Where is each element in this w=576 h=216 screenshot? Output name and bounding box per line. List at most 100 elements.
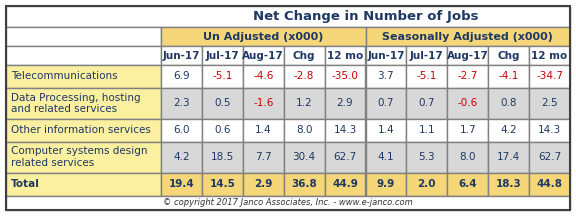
Text: 18.5: 18.5 — [211, 152, 234, 162]
Bar — [6, 6, 570, 27]
Bar — [366, 119, 407, 142]
Bar — [243, 173, 284, 195]
Bar — [284, 88, 325, 119]
Bar — [366, 142, 407, 173]
Bar — [243, 142, 284, 173]
Text: Jul-17: Jul-17 — [206, 51, 239, 61]
Text: -5.1: -5.1 — [212, 71, 233, 81]
Bar — [202, 65, 243, 88]
Text: 17.4: 17.4 — [497, 152, 520, 162]
Text: Jul-17: Jul-17 — [410, 51, 444, 61]
Text: Jun-17: Jun-17 — [162, 51, 200, 61]
Bar — [161, 27, 366, 46]
Bar — [243, 88, 284, 119]
Text: 4.2: 4.2 — [501, 125, 517, 135]
Text: Computer systems design
related services: Computer systems design related services — [10, 146, 147, 168]
Text: -1.6: -1.6 — [253, 98, 274, 108]
Bar — [161, 173, 202, 195]
Text: 44.8: 44.8 — [537, 179, 563, 189]
Text: 0.7: 0.7 — [419, 98, 435, 108]
Text: Other information services: Other information services — [10, 125, 150, 135]
Text: 44.9: 44.9 — [332, 179, 358, 189]
Text: 6.0: 6.0 — [173, 125, 190, 135]
Text: 18.3: 18.3 — [496, 179, 521, 189]
Text: Chg: Chg — [498, 51, 520, 61]
Bar — [366, 27, 570, 46]
Bar — [6, 27, 161, 46]
Bar — [448, 142, 488, 173]
Text: -4.6: -4.6 — [253, 71, 274, 81]
Text: 3.7: 3.7 — [378, 71, 394, 81]
Text: Total: Total — [10, 179, 40, 189]
Bar — [284, 173, 325, 195]
Bar — [529, 142, 570, 173]
Text: 1.4: 1.4 — [255, 125, 271, 135]
Bar — [6, 88, 161, 119]
Text: 2.3: 2.3 — [173, 98, 190, 108]
Text: 14.3: 14.3 — [538, 125, 561, 135]
Bar — [284, 142, 325, 173]
Text: -4.1: -4.1 — [498, 71, 519, 81]
Bar — [6, 65, 161, 88]
Text: 2.0: 2.0 — [418, 179, 436, 189]
Bar — [407, 173, 448, 195]
Bar — [202, 142, 243, 173]
Bar — [488, 173, 529, 195]
Text: 7.7: 7.7 — [255, 152, 271, 162]
Bar — [161, 88, 202, 119]
Text: -0.6: -0.6 — [457, 98, 478, 108]
Bar — [161, 65, 202, 88]
Bar — [243, 46, 284, 65]
Bar — [407, 65, 448, 88]
Text: Telecommunications: Telecommunications — [10, 71, 118, 81]
Bar — [325, 142, 366, 173]
Bar — [407, 46, 448, 65]
Text: 12 mo: 12 mo — [327, 51, 363, 61]
Text: 62.7: 62.7 — [538, 152, 561, 162]
Bar — [488, 142, 529, 173]
Text: 36.8: 36.8 — [291, 179, 317, 189]
Bar — [325, 88, 366, 119]
Text: Seasonally Adjusted (x000): Seasonally Adjusted (x000) — [382, 32, 553, 41]
Bar — [284, 46, 325, 65]
Bar — [366, 88, 407, 119]
Text: 0.7: 0.7 — [378, 98, 394, 108]
Text: Chg: Chg — [293, 51, 316, 61]
Text: -34.7: -34.7 — [536, 71, 563, 81]
Text: Aug-17: Aug-17 — [242, 51, 284, 61]
Text: Aug-17: Aug-17 — [447, 51, 488, 61]
Text: Jun-17: Jun-17 — [367, 51, 405, 61]
Text: 14.5: 14.5 — [210, 179, 235, 189]
Bar — [6, 195, 570, 210]
Bar — [407, 88, 448, 119]
Text: 4.1: 4.1 — [378, 152, 394, 162]
Bar — [448, 88, 488, 119]
Text: -35.0: -35.0 — [332, 71, 358, 81]
Bar — [284, 119, 325, 142]
Bar — [448, 65, 488, 88]
Text: 0.5: 0.5 — [214, 98, 230, 108]
Bar — [529, 88, 570, 119]
Bar — [529, 119, 570, 142]
Bar — [243, 65, 284, 88]
Text: 0.8: 0.8 — [501, 98, 517, 108]
Bar — [488, 119, 529, 142]
Text: -5.1: -5.1 — [416, 71, 437, 81]
Bar — [6, 119, 161, 142]
Text: 6.9: 6.9 — [173, 71, 190, 81]
Bar — [325, 173, 366, 195]
Bar — [448, 119, 488, 142]
Bar — [202, 173, 243, 195]
Bar — [407, 142, 448, 173]
Text: 30.4: 30.4 — [293, 152, 316, 162]
Text: © copyright 2017 Janco Associates, Inc. - www.e-janco.com: © copyright 2017 Janco Associates, Inc. … — [163, 198, 413, 207]
Bar — [202, 119, 243, 142]
Bar — [488, 46, 529, 65]
Text: 8.0: 8.0 — [296, 125, 312, 135]
Bar — [488, 65, 529, 88]
Text: -2.7: -2.7 — [457, 71, 478, 81]
Bar — [284, 65, 325, 88]
Text: 2.5: 2.5 — [541, 98, 558, 108]
Bar — [529, 65, 570, 88]
Text: 14.3: 14.3 — [334, 125, 357, 135]
